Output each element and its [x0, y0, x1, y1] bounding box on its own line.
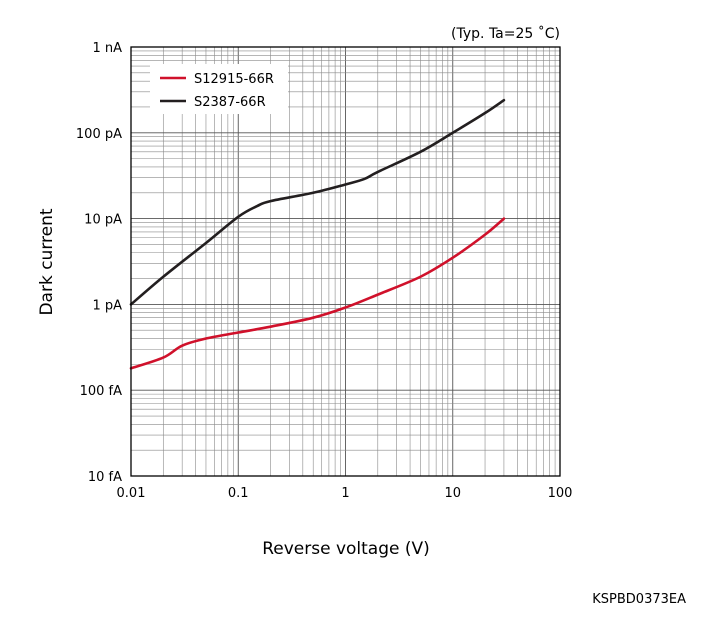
- x-tick-label: 0.01: [117, 486, 146, 501]
- legend: S12915-66R S2387-66R: [150, 64, 288, 114]
- x-tick-label: 10: [444, 486, 461, 501]
- y-tick-label: 10 fA: [88, 470, 122, 485]
- plot-frame: [130, 46, 561, 477]
- x-tick-label: 1: [341, 486, 349, 501]
- condition-note: (Typ. Ta=25 ˚C): [451, 25, 560, 42]
- grid: [131, 47, 560, 476]
- x-tick-label: 0.1: [228, 486, 249, 501]
- legend-label-s12915: S12915-66R: [194, 72, 274, 87]
- legend-label-s2387: S2387-66R: [194, 95, 266, 110]
- y-tick-labels: 1 nA 100 pA 10 pA 1 pA 100 fA 10 fA: [76, 41, 122, 485]
- series-layer: [129, 98, 506, 370]
- series-line-s2387-66r: [129, 98, 506, 306]
- y-tick-label: 1 nA: [92, 41, 122, 56]
- y-tick-label: 100 fA: [80, 384, 123, 399]
- x-tick-label: 100: [548, 486, 573, 501]
- x-axis-label: Reverse voltage (V): [262, 539, 430, 559]
- series-line-s12915-66r: [129, 217, 506, 370]
- document-code: KSPBD0373EA: [592, 592, 686, 607]
- y-axis-label: Dark current: [37, 208, 57, 315]
- y-tick-label: 100 pA: [76, 127, 122, 142]
- legend-box: [150, 64, 288, 114]
- x-tick-labels: 0.01 0.1 1 10 100: [117, 486, 573, 501]
- y-tick-label: 1 pA: [92, 298, 122, 313]
- y-tick-label: 10 pA: [84, 213, 122, 228]
